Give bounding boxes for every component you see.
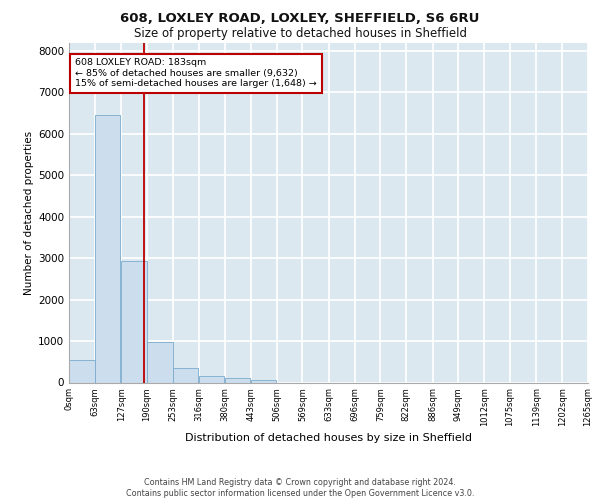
Y-axis label: Number of detached properties: Number of detached properties bbox=[24, 130, 34, 294]
X-axis label: Distribution of detached houses by size in Sheffield: Distribution of detached houses by size … bbox=[185, 434, 472, 444]
Bar bbox=[225, 378, 250, 382]
Bar bbox=[95, 116, 121, 382]
Bar bbox=[147, 342, 173, 382]
Bar bbox=[251, 380, 277, 382]
Bar bbox=[199, 376, 224, 382]
Text: 608, LOXLEY ROAD, LOXLEY, SHEFFIELD, S6 6RU: 608, LOXLEY ROAD, LOXLEY, SHEFFIELD, S6 … bbox=[121, 12, 479, 26]
Bar bbox=[121, 262, 146, 382]
Bar bbox=[69, 360, 95, 382]
Text: 608 LOXLEY ROAD: 183sqm
← 85% of detached houses are smaller (9,632)
15% of semi: 608 LOXLEY ROAD: 183sqm ← 85% of detache… bbox=[75, 58, 317, 88]
Text: Contains HM Land Registry data © Crown copyright and database right 2024.
Contai: Contains HM Land Registry data © Crown c… bbox=[126, 478, 474, 498]
Bar bbox=[173, 368, 199, 382]
Text: Size of property relative to detached houses in Sheffield: Size of property relative to detached ho… bbox=[133, 28, 467, 40]
